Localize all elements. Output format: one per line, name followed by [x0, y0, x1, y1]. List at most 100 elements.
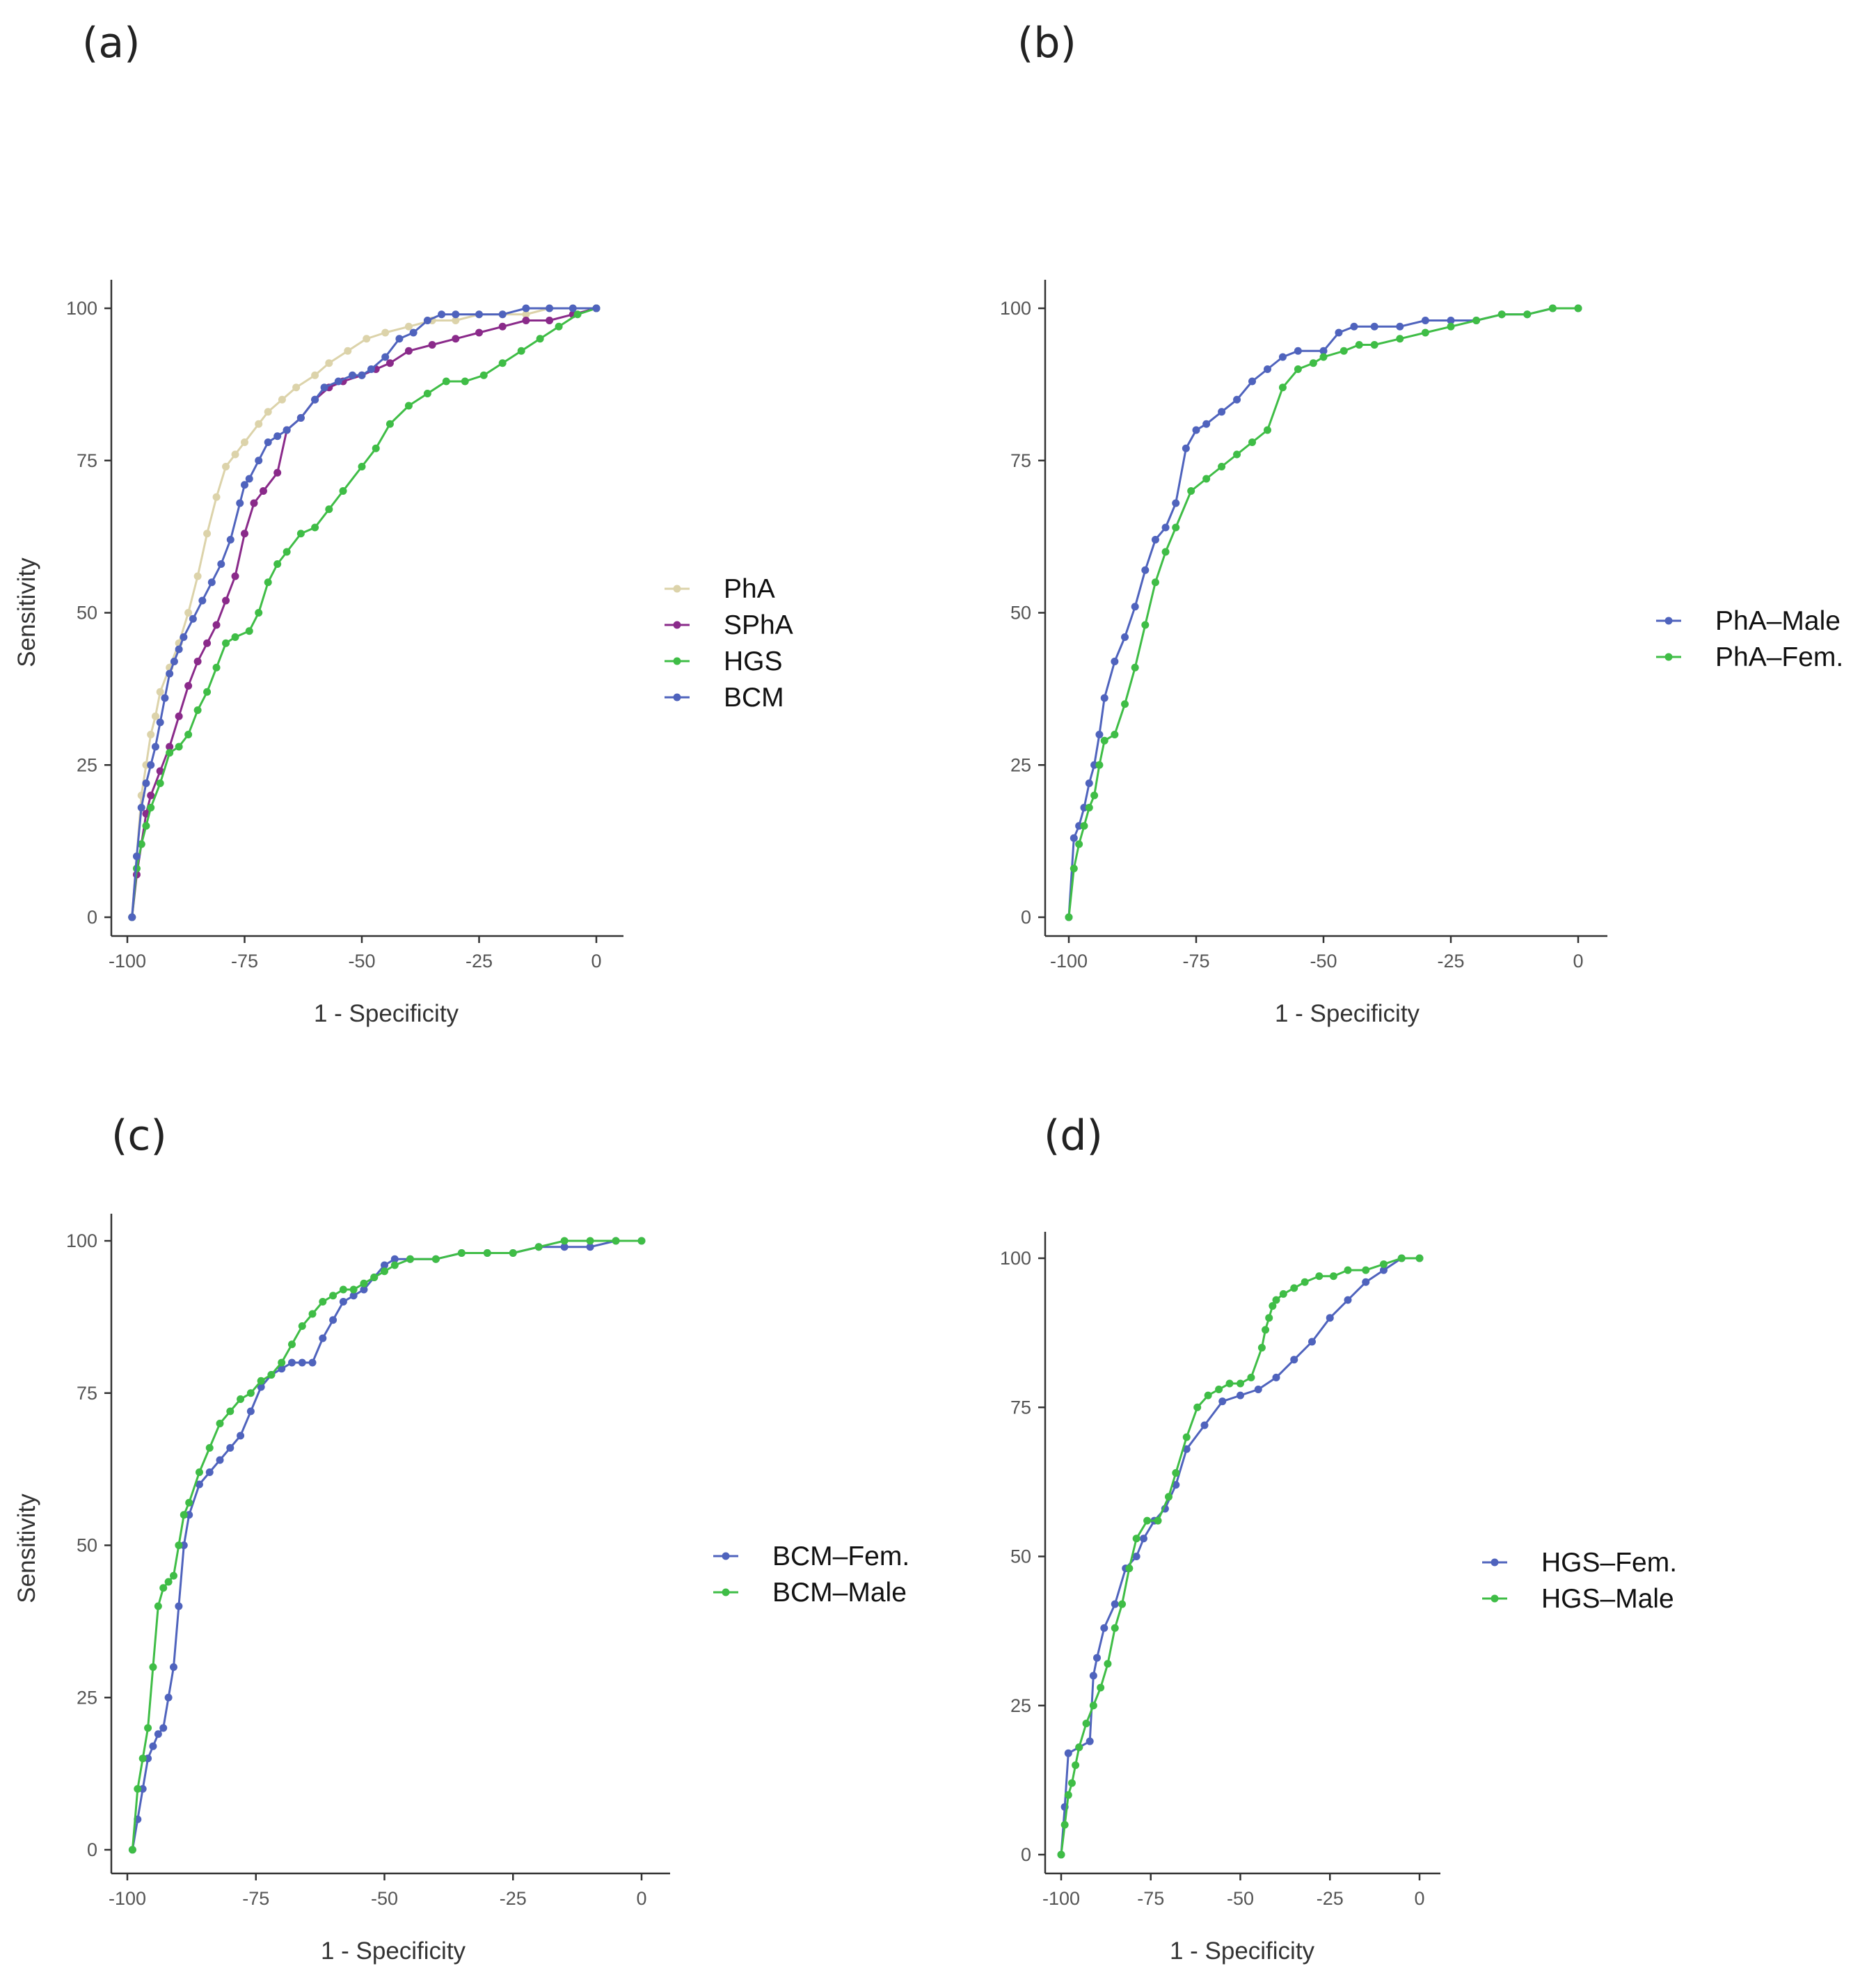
series-line-spha	[131, 307, 597, 918]
data-point-hgs	[273, 560, 282, 568]
legend-swatch-point	[722, 1552, 730, 1560]
x-tick-label: -25	[1317, 1888, 1344, 1909]
data-point-bcm-male	[170, 1571, 178, 1580]
data-point-hgs-male	[1272, 1296, 1280, 1304]
data-point-bcm-fem-	[154, 1730, 162, 1738]
data-point-bcm-male	[278, 1358, 286, 1367]
data-point-pha-male	[1172, 499, 1180, 507]
series-line-hgs-male	[1060, 1257, 1420, 1855]
data-point-bcm-male	[128, 1846, 136, 1854]
data-point-hgs	[325, 505, 333, 514]
data-point-hgs-male	[1237, 1379, 1244, 1388]
data-point-pha-male	[1233, 395, 1241, 404]
data-point-hgs	[147, 804, 155, 811]
data-point-pha	[381, 328, 390, 337]
series-line-pha-fem-	[1067, 307, 1578, 918]
data-point-bcm-fem-	[586, 1243, 594, 1251]
data-point-bcm-male	[180, 1511, 188, 1519]
data-point-pha-fem-	[1263, 426, 1271, 434]
data-point-bcm-fem-	[205, 1468, 214, 1476]
x-tick-label: -75	[242, 1888, 269, 1909]
data-point-pha	[193, 572, 202, 580]
data-point-bcm	[475, 310, 483, 319]
y-tick-label: 25	[1010, 754, 1031, 775]
data-point-bcm-male	[185, 1498, 193, 1507]
data-point-hgs-male	[1104, 1660, 1112, 1668]
data-point-hgs	[175, 743, 183, 751]
series-line-pha-male	[1067, 307, 1578, 918]
data-point-pha	[203, 530, 212, 538]
data-point-hgs	[255, 609, 263, 617]
data-point-bcm	[395, 335, 404, 343]
y-tick-label: 100	[1000, 1248, 1031, 1269]
legend-label: HGS–Male	[1541, 1584, 1674, 1614]
data-point-hgs	[404, 402, 413, 410]
data-point-bcm	[189, 615, 197, 623]
data-point-pha	[212, 493, 221, 501]
legend-swatch-point	[1664, 617, 1673, 625]
data-point-pha-male	[1278, 353, 1287, 361]
data-point-hgs-fem-	[1308, 1338, 1316, 1346]
data-point-hgs	[212, 663, 221, 672]
data-point-hgs-fem-	[1290, 1356, 1298, 1364]
x-tick-label: -25	[1437, 951, 1464, 972]
data-point-pha-fem-	[1070, 864, 1078, 873]
x-tick-label: -50	[1227, 1888, 1254, 1909]
data-point-hgs-male	[1204, 1391, 1212, 1400]
data-point-spha	[385, 359, 394, 367]
data-point-pha-male	[1335, 328, 1343, 337]
data-point-bcm-fem-	[381, 1261, 388, 1269]
data-point-bcm-male	[560, 1237, 569, 1245]
data-point-bcm	[423, 317, 431, 324]
y-tick-label: 0	[1021, 1844, 1031, 1865]
data-point-hgs-male	[1082, 1719, 1090, 1727]
data-point-spha	[166, 743, 174, 751]
data-point-pha-fem-	[1111, 731, 1119, 738]
data-point-hgs-male	[1072, 1761, 1080, 1769]
data-point-pha-male	[1100, 694, 1108, 702]
data-point-bcm-male	[319, 1298, 327, 1306]
data-point-pha-fem-	[1523, 310, 1532, 319]
data-point-bcm-male	[431, 1255, 440, 1263]
panel-b-label: (b)	[1017, 19, 1076, 68]
data-point-hgs-fem-	[1326, 1314, 1334, 1322]
x-tick-label: 0	[1414, 1888, 1424, 1909]
legend-swatch-point	[1491, 1558, 1499, 1567]
data-point-bcm-male	[226, 1407, 234, 1416]
data-point-bcm-male	[246, 1389, 255, 1397]
data-point-pha	[404, 322, 413, 331]
data-point-bcm-fem-	[560, 1243, 569, 1251]
data-point-hgs-fem-	[1139, 1535, 1147, 1543]
data-point-bcm	[245, 475, 253, 483]
data-point-hgs	[573, 310, 582, 319]
data-point-bcm-fem-	[329, 1316, 337, 1324]
x-tick-label: -100	[1042, 1888, 1080, 1909]
data-point-hgs-male	[1344, 1266, 1352, 1274]
data-point-hgs-male	[1118, 1600, 1127, 1608]
data-point-pha-fem-	[1355, 341, 1363, 349]
data-point-pha-male	[1161, 523, 1170, 532]
data-point-bcm-male	[287, 1340, 296, 1349]
x-tick-label: -75	[231, 951, 258, 972]
data-point-bcm-fem-	[257, 1383, 265, 1391]
data-point-bcm-male	[637, 1237, 646, 1245]
data-point-pha-fem-	[1095, 761, 1104, 769]
data-point-hgs	[385, 420, 394, 428]
x-axis-title: 1 - Specificity	[321, 1937, 466, 1965]
data-point-pha-fem-	[1202, 475, 1211, 483]
data-point-spha	[222, 596, 230, 605]
data-point-pha-fem-	[1319, 353, 1328, 361]
data-point-hgs-male	[1362, 1266, 1370, 1274]
data-point-pha-fem-	[1187, 487, 1195, 495]
data-point-pha-male	[1131, 603, 1139, 611]
data-point-bcm	[522, 304, 530, 312]
data-point-bcm-male	[237, 1395, 245, 1403]
data-point-pha-fem-	[1447, 322, 1455, 331]
data-point-bcm-fem-	[149, 1742, 157, 1750]
data-point-bcm	[236, 499, 244, 507]
data-point-hgs-male	[1225, 1379, 1234, 1388]
data-point-spha	[156, 767, 164, 775]
data-point-pha	[264, 408, 272, 416]
data-point-bcm	[166, 669, 174, 678]
data-point-pha-fem-	[1075, 840, 1083, 848]
